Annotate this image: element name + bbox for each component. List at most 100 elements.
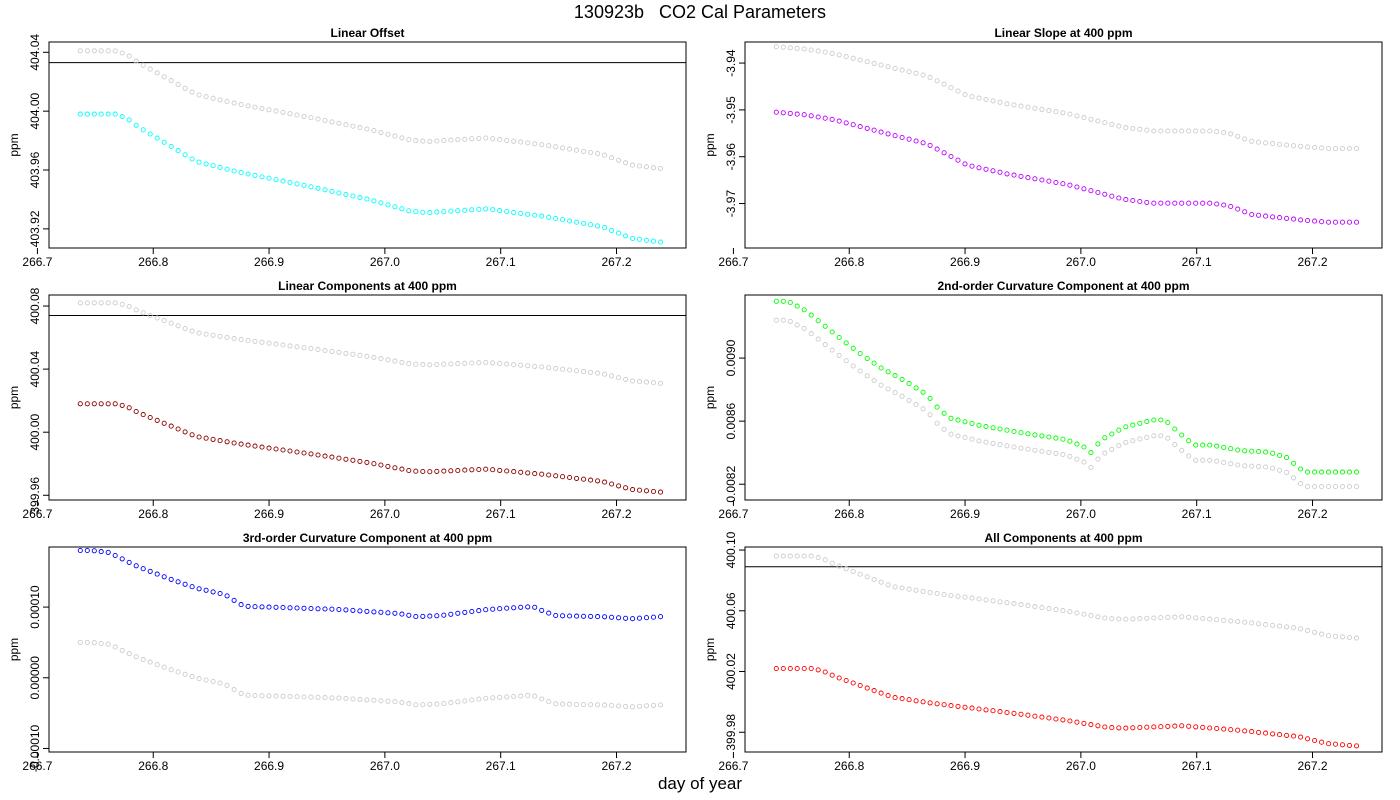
data-point-5-grey — [259, 693, 265, 699]
data-point-1-color — [91, 111, 97, 117]
y-tick-label: 400.02 — [724, 653, 738, 690]
data-point-5-color — [294, 605, 300, 611]
data-point-4-color — [1298, 466, 1304, 472]
data-point-2-color — [983, 166, 989, 172]
data-point-6-color — [1144, 724, 1150, 730]
data-point-6-color — [843, 677, 849, 684]
data-point-2-grey — [1235, 133, 1241, 139]
data-point-6-color — [892, 695, 898, 701]
data-point-1-grey — [581, 148, 587, 154]
data-point-4-color — [1123, 424, 1129, 430]
data-point-5-color — [266, 604, 272, 610]
data-point-1-color — [343, 191, 349, 198]
data-point-5-color — [427, 613, 433, 619]
data-point-2-color — [962, 161, 968, 167]
data-point-1-color — [357, 195, 363, 201]
data-point-3-grey — [420, 362, 426, 368]
data-point-3-color — [252, 443, 258, 449]
data-point-5-grey — [525, 693, 531, 699]
data-point-3-grey — [147, 312, 153, 318]
data-point-6-grey — [1046, 606, 1052, 612]
data-point-1-grey — [385, 131, 391, 137]
data-point-1-color — [650, 238, 657, 244]
data-point-4-grey — [1081, 459, 1087, 465]
data-point-2-grey — [969, 94, 975, 100]
data-point-3-color — [350, 457, 356, 463]
data-point-1-color — [273, 177, 279, 183]
data-point-3-grey — [238, 337, 244, 343]
data-point-6-color — [1193, 724, 1199, 730]
data-point-4-color — [948, 415, 954, 421]
data-point-1-grey — [287, 111, 293, 117]
data-point-6-color — [1095, 723, 1101, 729]
data-point-3-grey — [329, 348, 335, 354]
data-point-6-grey — [871, 576, 877, 583]
data-point-5-color — [147, 568, 153, 574]
data-point-2-color — [997, 169, 1003, 175]
data-point-5-color — [602, 614, 608, 620]
data-point-4-color — [1200, 442, 1206, 448]
data-point-3-grey — [91, 300, 97, 306]
data-point-4-grey — [1067, 453, 1073, 459]
data-point-5-color — [609, 614, 615, 620]
data-point-4-color — [1116, 427, 1122, 433]
data-point-2-grey — [1137, 126, 1143, 132]
data-point-3-grey — [546, 365, 552, 371]
data-point-3-grey — [476, 360, 482, 366]
data-point-4-grey — [871, 377, 877, 384]
data-point-5-grey — [77, 639, 83, 645]
data-point-2-color — [1074, 184, 1080, 190]
data-point-6-grey — [969, 595, 975, 601]
y-tick-label: -3.97 — [724, 190, 738, 218]
data-point-3-color — [560, 474, 566, 480]
data-point-5-color — [588, 613, 594, 619]
data-point-1-grey — [518, 139, 524, 145]
data-point-3-grey — [413, 361, 419, 367]
data-point-6-grey — [1353, 635, 1360, 641]
data-point-6-grey — [1214, 617, 1220, 623]
data-point-2-grey — [1263, 140, 1269, 146]
data-point-1-grey — [420, 138, 426, 144]
data-point-4-grey — [1277, 467, 1283, 473]
data-point-4-color — [1312, 469, 1318, 475]
data-point-6-grey — [1081, 611, 1087, 617]
x-tick-label: 267.2 — [601, 255, 631, 269]
data-point-1-color — [602, 225, 608, 231]
data-point-5-color — [336, 606, 342, 613]
data-point-2-grey — [1249, 138, 1255, 144]
data-point-4-color — [836, 334, 842, 341]
data-point-3-color — [133, 408, 139, 415]
data-point-5-color — [91, 548, 97, 554]
data-point-1-grey — [175, 81, 181, 87]
data-point-3-color — [322, 453, 328, 459]
data-point-5-grey — [657, 702, 664, 708]
data-point-4-grey — [969, 436, 975, 442]
data-point-4-color — [1081, 444, 1087, 450]
data-point-5-grey — [336, 695, 342, 701]
data-point-2-grey — [1207, 128, 1213, 134]
data-point-4-grey — [927, 412, 933, 418]
data-point-5-color — [161, 574, 167, 580]
data-point-4-grey — [1186, 453, 1192, 459]
data-point-3-grey — [657, 380, 664, 386]
data-point-2-grey — [864, 59, 870, 65]
data-point-6-grey — [808, 553, 814, 559]
data-point-2-grey — [1165, 128, 1171, 134]
data-point-6-grey — [1284, 624, 1290, 630]
data-point-6-grey — [1039, 605, 1045, 611]
y-tick-label: 0.00010 — [28, 585, 42, 629]
data-point-2-grey — [1109, 121, 1115, 127]
data-point-4-grey — [1284, 469, 1290, 475]
data-point-2-color — [829, 116, 835, 122]
data-point-2-grey — [850, 55, 856, 61]
data-point-1-color — [504, 208, 510, 215]
data-point-5-color — [77, 547, 83, 554]
data-point-3-grey — [616, 375, 622, 381]
data-point-4-grey — [1032, 447, 1038, 453]
data-point-5-color — [434, 613, 440, 619]
data-point-6-grey — [780, 553, 786, 559]
data-point-1-color — [525, 211, 531, 217]
data-point-3-color — [77, 401, 83, 407]
data-point-1-grey — [630, 162, 636, 168]
data-point-1-grey — [252, 104, 258, 110]
